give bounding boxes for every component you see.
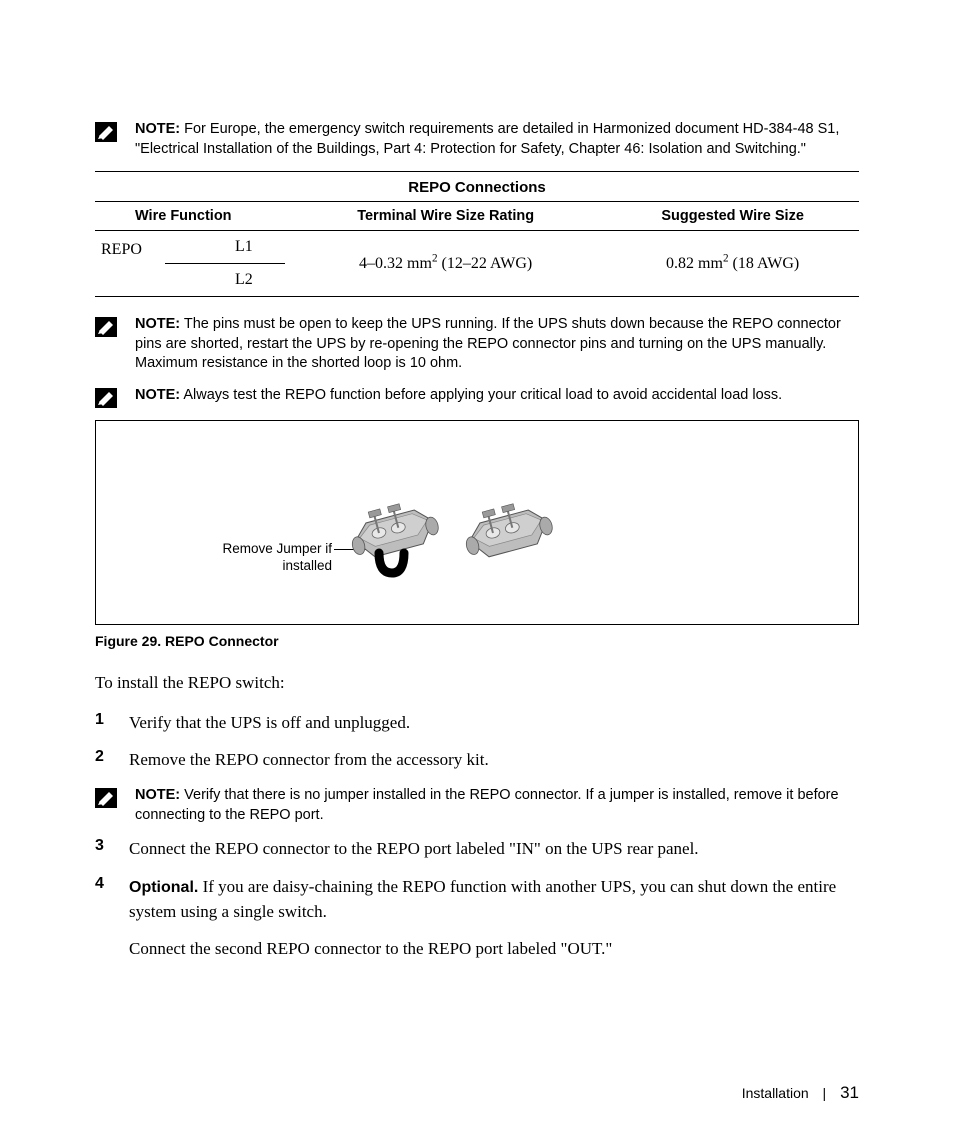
note-text: NOTE: Always test the REPO function befo… <box>135 386 782 406</box>
note-label: NOTE: <box>135 387 180 403</box>
connector-without-jumper-illustration <box>458 481 558 581</box>
step-1: 1 Verify that the UPS is off and unplugg… <box>95 711 859 735</box>
note-pins: NOTE: The pins must be open to keep the … <box>95 315 859 374</box>
step-text: Verify that the UPS is off and unplugged… <box>129 711 859 735</box>
step-4: 4 Optional. If you are daisy-chaining th… <box>95 875 859 961</box>
step-text: Optional. If you are daisy-chaining the … <box>129 875 859 961</box>
install-intro: To install the REPO switch: <box>95 671 859 695</box>
step-3: 3 Connect the REPO connector to the REPO… <box>95 837 859 861</box>
step-body: If you are daisy-chaining the REPO funct… <box>129 877 836 920</box>
note-icon <box>95 122 117 142</box>
callout-line2: installed <box>282 558 332 573</box>
cell-l1: L1 <box>165 231 285 264</box>
th-wire-function: Wire Function <box>95 202 285 231</box>
note-text: NOTE: Verify that there is no jumper ins… <box>135 786 859 825</box>
figure-caption: Figure 29. REPO Connector <box>95 633 859 649</box>
note-text: NOTE: The pins must be open to keep the … <box>135 315 859 374</box>
repo-table: REPO Connections Wire Function Terminal … <box>95 171 859 297</box>
cell-l2: L2 <box>165 264 285 297</box>
cell-repo: REPO <box>95 231 165 297</box>
note-icon <box>95 388 117 408</box>
figure-callout: Remove Jumper if installed <box>212 541 332 575</box>
note-icon <box>95 317 117 337</box>
note-test: NOTE: Always test the REPO function befo… <box>95 386 859 408</box>
note-body: Always test the REPO function before app… <box>183 387 782 403</box>
note-icon <box>95 788 117 808</box>
cell-suggested: 0.82 mm2 (18 AWG) <box>606 231 859 297</box>
cell-terminal: 4–0.32 mm2 (12–22 AWG) <box>285 231 606 297</box>
figure-repo-connector: Remove Jumper if installed <box>95 420 859 625</box>
note-label: NOTE: <box>135 316 180 332</box>
step-number: 1 <box>95 711 129 729</box>
step-text: Connect the REPO connector to the REPO p… <box>129 837 859 861</box>
note-body: Verify that there is no jumper installed… <box>135 787 839 823</box>
step-subtext: Connect the second REPO connector to the… <box>129 937 859 961</box>
step-number: 4 <box>95 875 129 893</box>
page-footer: Installation | 31 <box>742 1083 859 1103</box>
th-suggested: Suggested Wire Size <box>606 202 859 231</box>
footer-separator: | <box>823 1085 827 1101</box>
th-terminal: Terminal Wire Size Rating <box>285 202 606 231</box>
repo-connections-table: Wire Function Terminal Wire Size Rating … <box>95 202 859 297</box>
note-jumper: NOTE: Verify that there is no jumper ins… <box>95 786 859 825</box>
note-europe: NOTE: For Europe, the emergency switch r… <box>95 120 859 159</box>
footer-section: Installation <box>742 1085 809 1101</box>
optional-label: Optional. <box>129 879 198 896</box>
note-text: NOTE: For Europe, the emergency switch r… <box>135 120 859 159</box>
step-text: Remove the REPO connector from the acces… <box>129 748 859 772</box>
note-label: NOTE: <box>135 121 180 137</box>
note-body: The pins must be open to keep the UPS ru… <box>135 316 841 371</box>
step-number: 2 <box>95 748 129 766</box>
table-title: REPO Connections <box>95 171 859 202</box>
note-body: For Europe, the emergency switch require… <box>135 121 839 157</box>
note-label: NOTE: <box>135 787 180 803</box>
connector-with-jumper-illustration <box>344 481 444 581</box>
step-2: 2 Remove the REPO connector from the acc… <box>95 748 859 772</box>
step-number: 3 <box>95 837 129 855</box>
callout-line1: Remove Jumper if <box>222 541 332 556</box>
install-steps-cont: 3 Connect the REPO connector to the REPO… <box>95 837 859 961</box>
install-steps: 1 Verify that the UPS is off and unplugg… <box>95 711 859 773</box>
footer-page: 31 <box>840 1083 859 1102</box>
